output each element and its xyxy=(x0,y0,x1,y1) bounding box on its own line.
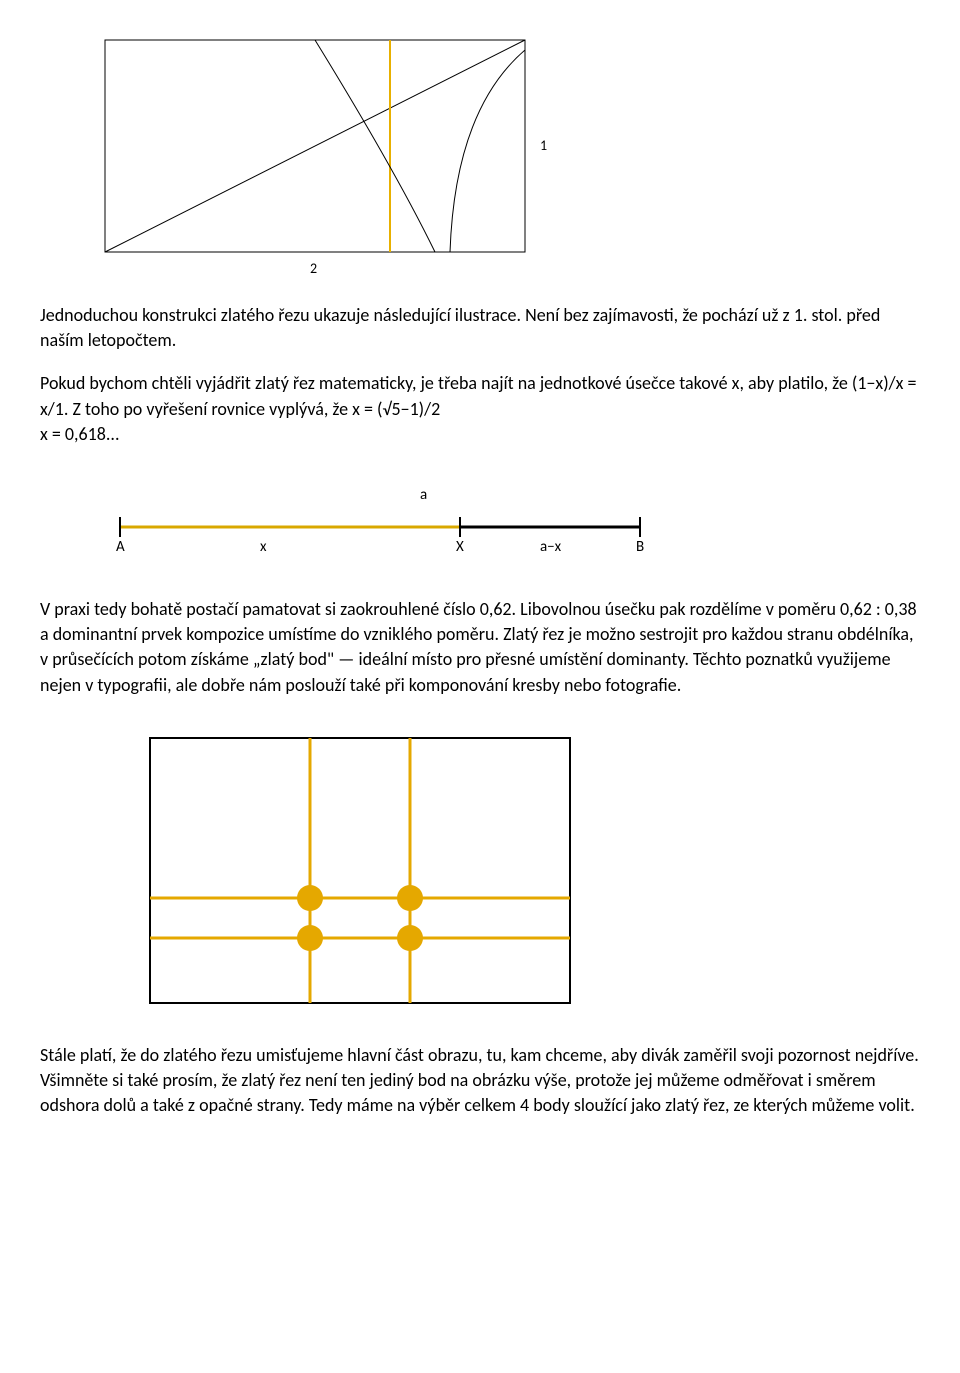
svg-text:1: 1 xyxy=(540,137,547,154)
math-line-2: x = 0,618... xyxy=(40,423,120,445)
paragraph-math: Pokud bychom chtěli vyjádřit zlatý řez m… xyxy=(40,371,920,447)
svg-text:x: x xyxy=(260,538,267,556)
paragraph-conclusion: Stále platí, že do zlatého řezu umisťuje… xyxy=(40,1043,920,1119)
paragraph-practice: V praxi tedy bohatě postačí pamatovat si… xyxy=(40,597,920,698)
svg-text:2: 2 xyxy=(310,260,317,277)
svg-text:A: A xyxy=(116,538,125,556)
golden-points-rectangle-diagram xyxy=(140,728,580,1013)
segment-division-diagram: a Ax Xa−x B xyxy=(100,477,660,567)
svg-text:a−x: a−x xyxy=(540,538,562,556)
svg-text:a: a xyxy=(420,486,427,504)
math-line-1: Pokud bychom chtěli vyjádřit zlatý řez m… xyxy=(40,372,916,419)
golden-ratio-construction-diagram: 12 xyxy=(95,30,565,278)
paragraph-intro: Jednoduchou konstrukci zlatého řezu ukaz… xyxy=(40,303,920,353)
svg-text:B: B xyxy=(636,538,644,556)
svg-text:X: X xyxy=(456,538,464,556)
